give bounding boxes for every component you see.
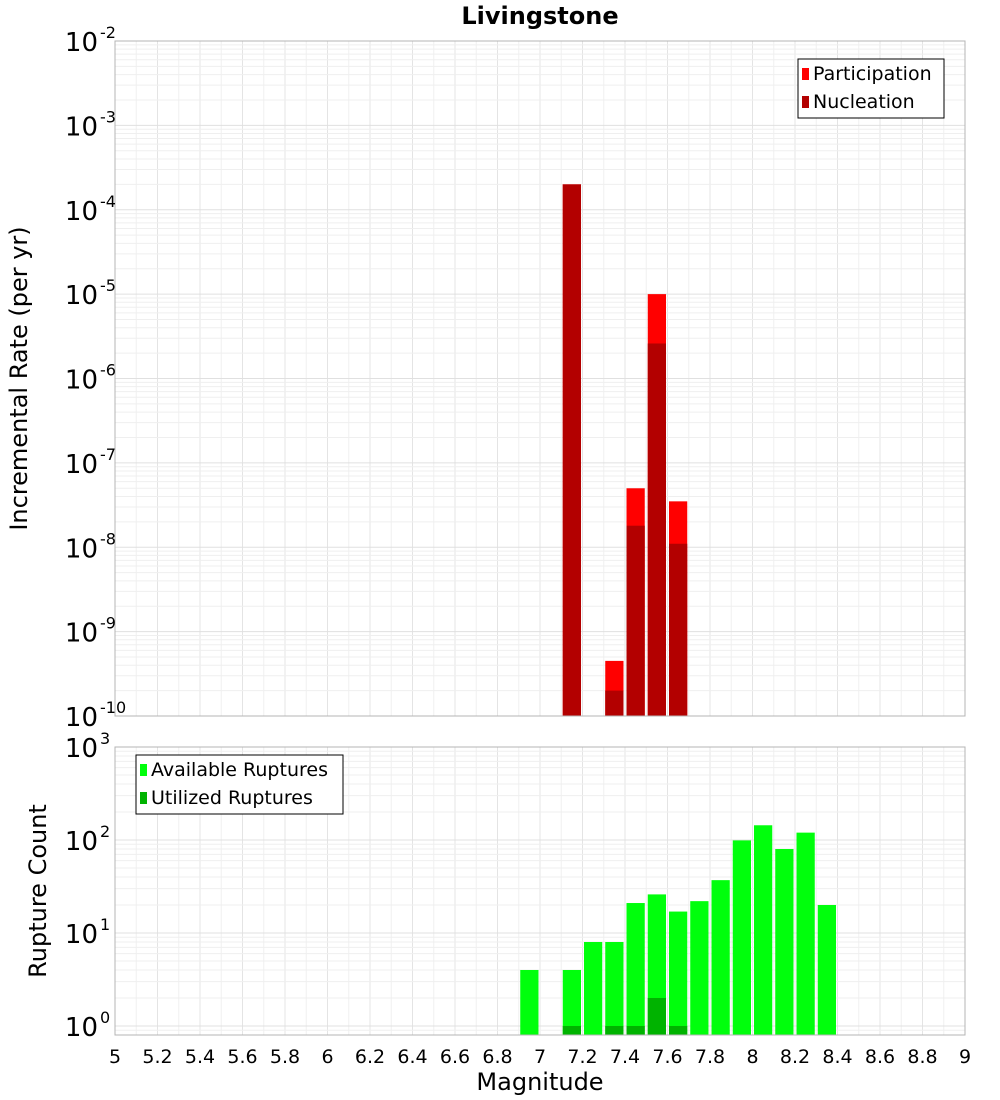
top-y-tick-exponent: -7 xyxy=(100,445,116,464)
bottom-x-tick-label: 7.6 xyxy=(652,1046,682,1068)
bottom-x-tick-label: 8 xyxy=(746,1046,758,1068)
bottom-legend-box xyxy=(135,754,344,815)
bottom-bar-available-ruptures xyxy=(754,825,773,1035)
bottom-x-tick-label: 5.8 xyxy=(270,1046,300,1068)
top-y-tick-base: 10 xyxy=(65,28,98,58)
bottom-bar-available-ruptures xyxy=(732,840,751,1035)
top-y-tick-base: 10 xyxy=(65,703,98,733)
bottom-bar-utilized-ruptures xyxy=(669,1025,688,1035)
bottom-x-tick-label: 7 xyxy=(534,1046,546,1068)
bottom-x-tick-label: 8.8 xyxy=(907,1046,937,1068)
bottom-x-tick-label: 6.4 xyxy=(397,1046,427,1068)
top-y-tick-base: 10 xyxy=(65,112,98,142)
bottom-x-tick-label: 7.4 xyxy=(610,1046,640,1068)
bottom-x-tick-label: 9 xyxy=(959,1046,971,1068)
bottom-bar-utilized-ruptures xyxy=(626,1025,645,1035)
bottom-x-tick-label: 6.2 xyxy=(355,1046,385,1068)
bottom-bar-available-ruptures xyxy=(520,969,539,1035)
bottom-plot-frame xyxy=(114,746,966,1036)
bottom-y-axis-label: Rupture Count xyxy=(24,804,52,978)
bottom-x-tick-label: 8.6 xyxy=(865,1046,895,1068)
top-y-tick-exponent: -6 xyxy=(100,361,116,380)
bottom-y-tick-base: 10 xyxy=(65,734,98,764)
top-bar-nucleation xyxy=(647,343,666,716)
top-y-tick-exponent: -9 xyxy=(100,614,116,633)
bottom-x-tick-label: 5 xyxy=(109,1046,121,1068)
bottom-legend-swatch xyxy=(140,764,147,776)
bottom-x-tick-label: 5.2 xyxy=(142,1046,172,1068)
bottom-legend-label: Utilized Ruptures xyxy=(151,787,313,809)
top-plot-frame xyxy=(114,40,966,717)
top-bar-nucleation xyxy=(605,690,624,716)
top-y-tick-base: 10 xyxy=(65,534,98,564)
bottom-bar-utilized-ruptures xyxy=(562,1025,581,1035)
bottom-y-tick-exponent: 2 xyxy=(100,822,110,841)
bottom-bar-available-ruptures xyxy=(562,969,581,1035)
bottom-x-tick-label: 8.2 xyxy=(780,1046,810,1068)
bottom-x-tick-label: 6.6 xyxy=(440,1046,470,1068)
bottom-legend-label: Available Ruptures xyxy=(151,759,328,781)
bottom-bar-available-ruptures xyxy=(775,849,794,1035)
bottom-x-tick-label: 5.4 xyxy=(185,1046,215,1068)
bottom-x-tick-label: 7.2 xyxy=(567,1046,597,1068)
bottom-bar-available-ruptures xyxy=(626,903,645,1035)
bottom-x-tick-label: 6.8 xyxy=(482,1046,512,1068)
top-legend-label: Nucleation xyxy=(813,91,915,113)
bottom-bar-available-ruptures xyxy=(584,942,603,1035)
top-legend-swatch xyxy=(802,96,809,108)
bottom-x-tick-label: 8.4 xyxy=(822,1046,852,1068)
bottom-bar-available-ruptures xyxy=(817,904,836,1035)
bottom-bar-available-ruptures xyxy=(796,832,815,1035)
top-y-tick-base: 10 xyxy=(65,197,98,227)
top-y-tick-exponent: -3 xyxy=(100,107,116,126)
top-bar-nucleation xyxy=(626,525,645,716)
bottom-bar-utilized-ruptures xyxy=(605,1025,624,1035)
chart-title: Livingstone xyxy=(461,2,618,30)
bottom-x-tick-label: 6 xyxy=(321,1046,333,1068)
top-legend-label: Participation xyxy=(813,63,932,85)
top-y-tick-base: 10 xyxy=(65,619,98,649)
top-y-tick-exponent: -2 xyxy=(100,23,116,42)
bottom-x-tick-label: 5.6 xyxy=(227,1046,257,1068)
bottom-x-tick-label: 7.8 xyxy=(695,1046,725,1068)
top-legend-box xyxy=(797,58,945,119)
bottom-y-tick-exponent: 1 xyxy=(100,915,110,934)
bottom-bar-available-ruptures xyxy=(690,901,709,1035)
top-y-tick-base: 10 xyxy=(65,366,98,396)
top-y-tick-base: 10 xyxy=(65,281,98,311)
top-bar-nucleation xyxy=(562,184,581,717)
top-y-axis-label: Incremental Rate (per yr) xyxy=(5,226,33,530)
top-legend-swatch xyxy=(802,68,809,80)
top-y-tick-base: 10 xyxy=(65,450,98,480)
bottom-bar-available-ruptures xyxy=(605,942,624,1035)
bottom-y-tick-base: 10 xyxy=(65,1013,98,1043)
top-y-tick-exponent: -4 xyxy=(100,192,116,211)
top-y-tick-exponent: -10 xyxy=(100,698,126,717)
bottom-bar-available-ruptures xyxy=(669,911,688,1035)
bottom-x-axis-label: Magnitude xyxy=(476,1068,603,1096)
top-y-tick-exponent: -5 xyxy=(100,276,116,295)
top-bar-nucleation xyxy=(669,543,688,716)
bottom-y-tick-exponent: 3 xyxy=(100,729,110,748)
top-y-tick-exponent: -8 xyxy=(100,529,116,548)
bottom-bar-utilized-ruptures xyxy=(647,997,666,1035)
bottom-y-tick-base: 10 xyxy=(65,827,98,857)
bottom-y-tick-base: 10 xyxy=(65,920,98,950)
bottom-legend-swatch xyxy=(140,792,147,804)
bottom-y-tick-exponent: 0 xyxy=(100,1008,110,1027)
bottom-bar-available-ruptures xyxy=(711,880,730,1035)
